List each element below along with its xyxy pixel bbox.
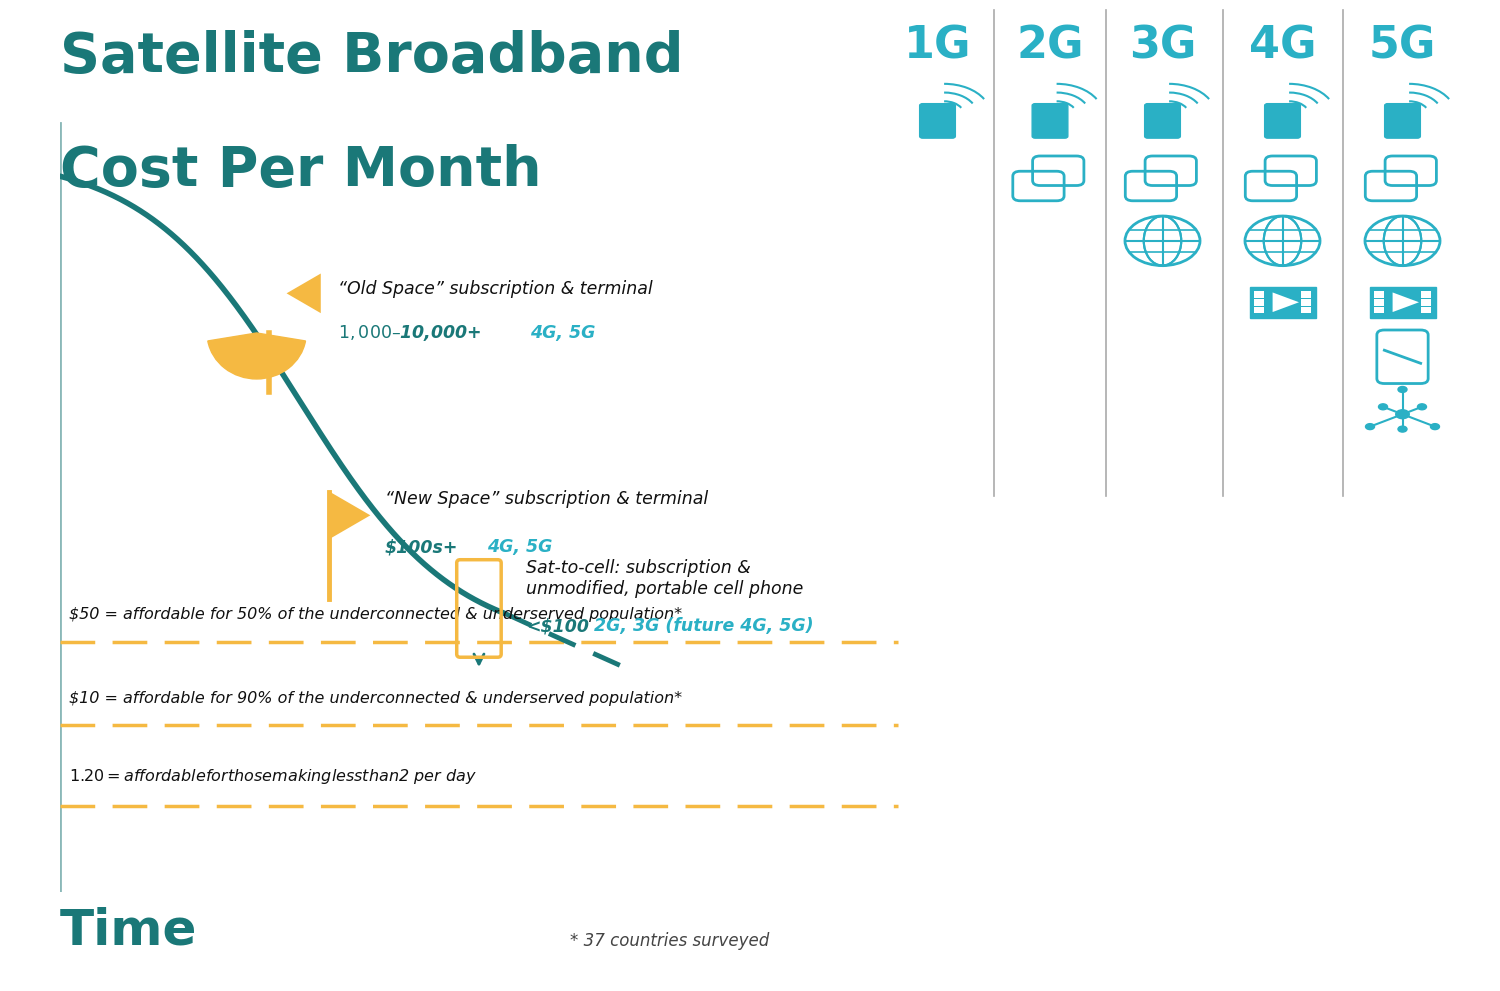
Text: <$100: <$100 bbox=[526, 617, 590, 635]
FancyBboxPatch shape bbox=[1374, 299, 1384, 305]
Circle shape bbox=[1395, 410, 1410, 419]
Circle shape bbox=[1365, 424, 1374, 429]
Text: $1.20 = affordable for those making less than $2 per day: $1.20 = affordable for those making less… bbox=[69, 767, 477, 787]
Wedge shape bbox=[209, 333, 306, 379]
Text: “Old Space” subscription & terminal: “Old Space” subscription & terminal bbox=[338, 280, 652, 298]
FancyBboxPatch shape bbox=[1250, 287, 1316, 317]
Text: Satellite Broadband: Satellite Broadband bbox=[60, 30, 684, 83]
Text: Cost Per Month: Cost Per Month bbox=[60, 144, 542, 197]
Text: 3G: 3G bbox=[1130, 25, 1196, 67]
Text: 2G: 2G bbox=[1017, 25, 1083, 67]
Text: * 37 countries surveyed: * 37 countries surveyed bbox=[570, 932, 770, 949]
FancyBboxPatch shape bbox=[1420, 299, 1431, 305]
Text: 5G: 5G bbox=[1370, 25, 1436, 67]
FancyBboxPatch shape bbox=[1300, 306, 1311, 313]
FancyBboxPatch shape bbox=[1032, 104, 1068, 138]
Polygon shape bbox=[1392, 292, 1419, 312]
FancyBboxPatch shape bbox=[1300, 291, 1311, 298]
Text: $100s+: $100s+ bbox=[386, 538, 459, 556]
Circle shape bbox=[1431, 424, 1440, 430]
Text: $10 = affordable for 90% of the underconnected & underserved population*: $10 = affordable for 90% of the undercon… bbox=[69, 691, 681, 706]
FancyBboxPatch shape bbox=[1254, 291, 1264, 298]
Text: “New Space” subscription & terminal: “New Space” subscription & terminal bbox=[386, 491, 708, 508]
Text: $1,000–$10,000+: $1,000–$10,000+ bbox=[338, 323, 482, 343]
FancyBboxPatch shape bbox=[920, 104, 956, 138]
FancyBboxPatch shape bbox=[1420, 306, 1431, 313]
FancyBboxPatch shape bbox=[1264, 104, 1300, 138]
FancyBboxPatch shape bbox=[1374, 306, 1384, 313]
Text: 2G, 3G (future 4G, 5G): 2G, 3G (future 4G, 5G) bbox=[594, 617, 814, 635]
Polygon shape bbox=[330, 492, 370, 539]
FancyBboxPatch shape bbox=[1300, 299, 1311, 305]
Text: 4G, 5G: 4G, 5G bbox=[531, 324, 596, 342]
FancyBboxPatch shape bbox=[1254, 306, 1264, 313]
Text: Time: Time bbox=[60, 907, 198, 954]
FancyBboxPatch shape bbox=[1144, 104, 1180, 138]
Text: 1G: 1G bbox=[903, 25, 972, 67]
FancyBboxPatch shape bbox=[1370, 287, 1436, 317]
Circle shape bbox=[1378, 404, 1388, 410]
Circle shape bbox=[1398, 386, 1407, 392]
FancyBboxPatch shape bbox=[1254, 299, 1264, 305]
Circle shape bbox=[1418, 404, 1426, 410]
FancyBboxPatch shape bbox=[1384, 104, 1420, 138]
Text: $50 = affordable for 50% of the underconnected & underserved population*: $50 = affordable for 50% of the undercon… bbox=[69, 607, 681, 622]
Text: 4G: 4G bbox=[1248, 25, 1317, 67]
Text: Sat-to-cell: subscription &
unmodified, portable cell phone: Sat-to-cell: subscription & unmodified, … bbox=[526, 559, 804, 598]
Text: 4G, 5G: 4G, 5G bbox=[488, 538, 554, 556]
FancyBboxPatch shape bbox=[1374, 291, 1384, 298]
FancyBboxPatch shape bbox=[1420, 291, 1431, 298]
Polygon shape bbox=[1272, 292, 1299, 312]
Circle shape bbox=[1398, 426, 1407, 432]
Polygon shape bbox=[286, 274, 321, 313]
